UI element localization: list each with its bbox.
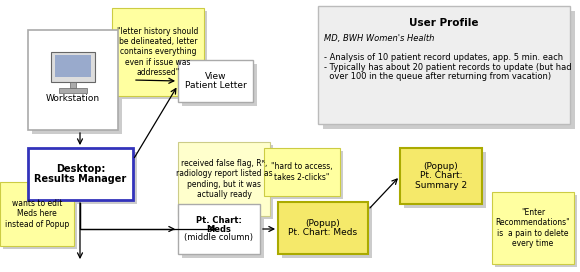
Text: Results Manager: Results Manager	[34, 174, 126, 184]
Text: Desktop:: Desktop:	[56, 164, 105, 174]
Bar	[51, 52, 95, 82]
Bar	[112, 8, 204, 96]
Bar	[492, 192, 574, 264]
Bar	[55, 55, 91, 77]
Bar	[3, 185, 77, 249]
Text: "hard to access,
takes 2-clicks": "hard to access, takes 2-clicks"	[271, 162, 333, 182]
Bar	[264, 148, 340, 196]
Text: "letter history should
be delineated, letter
contains everything
even if issue w: "letter history should be delineated, le…	[117, 27, 199, 77]
Text: User Profile: User Profile	[409, 18, 478, 28]
Bar	[70, 82, 76, 88]
Text: "Enter
Recommendations"
is  a pain to delete
every time: "Enter Recommendations" is a pain to del…	[496, 208, 570, 248]
Bar	[404, 152, 486, 208]
Text: Pt. Chart:: Pt. Chart:	[420, 172, 462, 181]
Bar	[323, 11, 575, 129]
Text: Login: Login	[59, 57, 87, 66]
Text: - Typically has about 20 patient records to update (but had: - Typically has about 20 patient records…	[324, 63, 572, 72]
Bar	[278, 202, 368, 254]
Bar	[32, 152, 137, 204]
Text: Summary 2: Summary 2	[415, 181, 467, 190]
Bar	[267, 151, 343, 199]
Bar	[0, 182, 74, 246]
Text: received false flag, Rᴿ,
radiology report listed as
pending, but it was
actually: received false flag, Rᴿ, radiology repor…	[176, 159, 273, 199]
Bar	[495, 195, 577, 267]
Bar	[178, 204, 260, 254]
Bar	[182, 64, 257, 106]
Text: (Popup): (Popup)	[423, 162, 458, 171]
Text: Patient Letter: Patient Letter	[184, 81, 246, 90]
Text: Pt. Chart:: Pt. Chart:	[196, 216, 242, 225]
Bar	[32, 34, 122, 134]
Text: Workstation: Workstation	[46, 94, 100, 103]
Text: (middle column): (middle column)	[184, 233, 253, 242]
Bar	[400, 148, 482, 204]
Text: over 100 in the queue after returning from vacation): over 100 in the queue after returning fr…	[324, 72, 551, 81]
Text: View: View	[205, 72, 226, 81]
Bar	[28, 30, 118, 130]
Bar	[182, 208, 264, 258]
Bar	[178, 60, 253, 102]
Text: Meds: Meds	[206, 224, 231, 233]
Bar	[282, 206, 372, 258]
Bar	[181, 145, 273, 219]
Text: (Popup): (Popup)	[306, 219, 340, 228]
Bar	[59, 88, 87, 93]
Bar	[28, 148, 133, 200]
Bar	[115, 11, 207, 99]
Text: MD, BWH Women's Health: MD, BWH Women's Health	[324, 34, 434, 43]
Text: Pt. Chart: Meds: Pt. Chart: Meds	[288, 228, 357, 237]
Bar	[318, 6, 570, 124]
Text: wants to edit
Meds here
instead of Popup: wants to edit Meds here instead of Popup	[5, 199, 69, 229]
Text: - Analysis of 10 patient record updates, app. 5 min. each: - Analysis of 10 patient record updates,…	[324, 53, 563, 62]
Bar	[178, 142, 270, 216]
